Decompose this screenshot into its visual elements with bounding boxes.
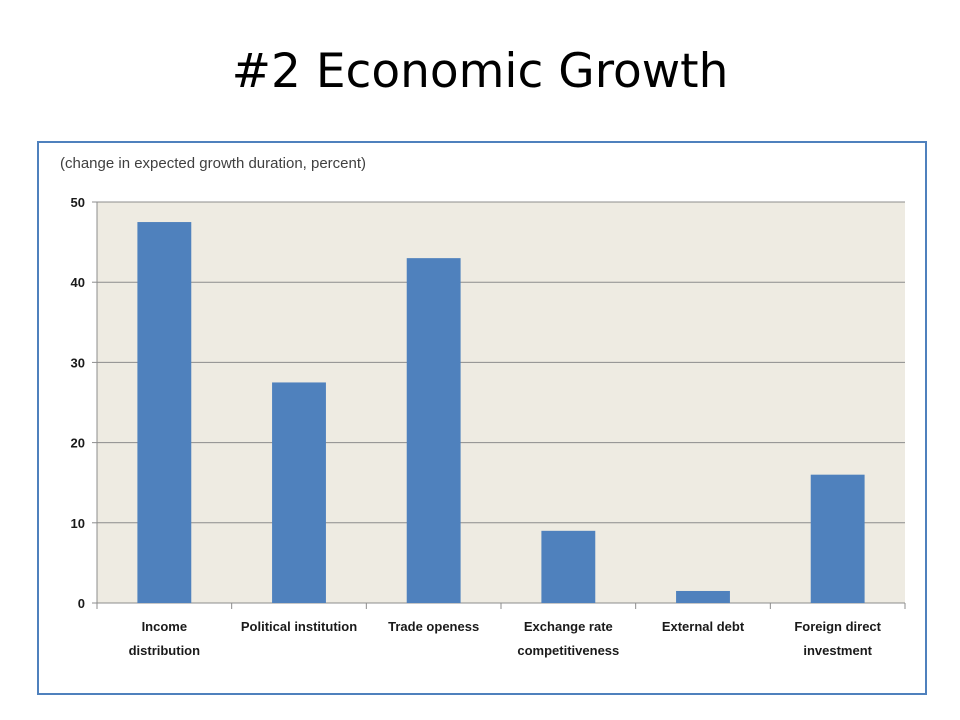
category-label: Trade openess bbox=[388, 619, 479, 634]
category-label: Income bbox=[142, 619, 188, 634]
y-tick-label: 20 bbox=[71, 436, 85, 451]
chart-frame: (change in expected growth duration, per… bbox=[37, 141, 927, 695]
bar bbox=[541, 530, 596, 603]
y-tick-label: 10 bbox=[71, 516, 85, 531]
category-label: competitiveness bbox=[517, 643, 619, 658]
slide-title: #2 Economic Growth bbox=[231, 44, 729, 99]
y-tick-label: 40 bbox=[71, 275, 85, 290]
category-label: External debt bbox=[662, 619, 745, 634]
bar bbox=[137, 222, 192, 604]
category-label: Exchange rate bbox=[524, 619, 613, 634]
category-label: Political institution bbox=[241, 619, 357, 634]
bar bbox=[406, 258, 461, 603]
y-tick-label: 0 bbox=[78, 596, 85, 611]
y-tick-label: 50 bbox=[71, 195, 85, 210]
category-label: distribution bbox=[129, 643, 201, 658]
bar bbox=[676, 590, 730, 603]
bar bbox=[810, 474, 865, 603]
category-label: investment bbox=[803, 643, 872, 658]
y-tick-label: 30 bbox=[71, 355, 85, 370]
bar-chart: 0 10 20 30 40 50 Income distribution Political i… bbox=[71, 195, 906, 658]
plot-area bbox=[97, 202, 905, 603]
chart-subtitle: (change in expected growth duration, per… bbox=[60, 155, 367, 172]
category-label: Foreign direct bbox=[794, 619, 881, 634]
bar bbox=[272, 382, 326, 603]
